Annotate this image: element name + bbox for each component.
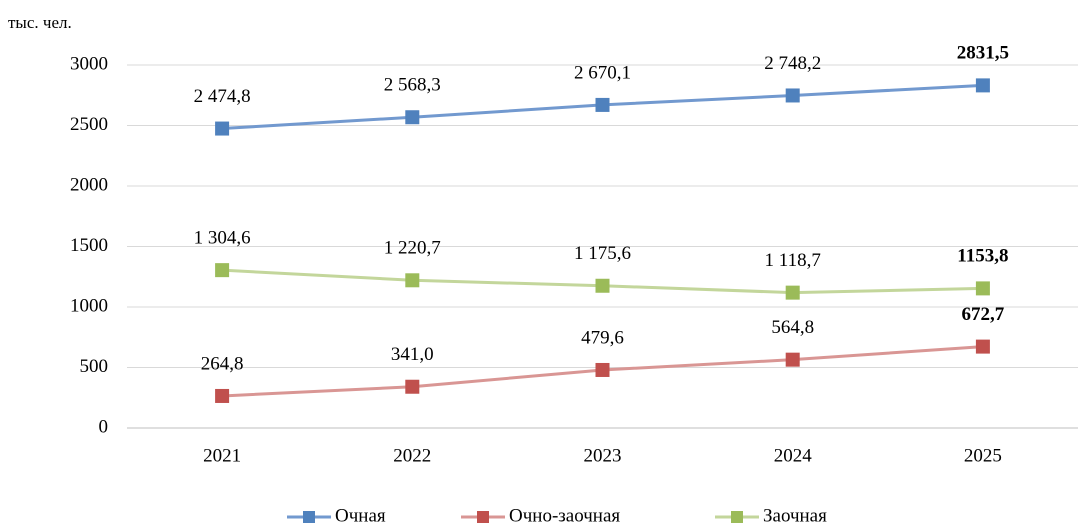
point-marker	[215, 263, 230, 278]
data-label: 264,8	[201, 353, 244, 374]
legend-marker	[477, 511, 489, 523]
legend-marker	[303, 511, 315, 523]
x-tick-label: 2021	[203, 445, 241, 466]
point-marker	[595, 278, 610, 293]
x-tick-label: 2022	[393, 445, 431, 466]
data-label: 1 175,6	[574, 243, 631, 264]
legend-label: Очно-заочная	[509, 505, 620, 526]
legend-label: Заочная	[763, 505, 827, 526]
data-label: 2 670,1	[574, 62, 631, 83]
y-tick-label: 1000	[70, 295, 108, 316]
y-tick-label: 500	[80, 356, 109, 377]
y-tick-label: 3000	[70, 53, 108, 74]
point-marker	[975, 339, 990, 354]
data-label: 1 118,7	[765, 250, 821, 271]
data-label: 1 220,7	[384, 238, 441, 259]
point-marker	[975, 281, 990, 296]
x-tick-label: 2025	[964, 445, 1002, 466]
data-label: 564,8	[771, 317, 814, 338]
point-marker	[405, 110, 420, 125]
x-tick-label: 2024	[774, 445, 813, 466]
point-marker	[785, 285, 800, 300]
data-label: 2831,5	[957, 43, 1009, 64]
data-label: 2 474,8	[194, 86, 251, 107]
data-label: 479,6	[581, 327, 624, 348]
data-label: 1153,8	[957, 246, 1008, 267]
point-marker	[215, 388, 230, 403]
point-marker	[405, 379, 420, 394]
point-marker	[595, 362, 610, 377]
y-tick-label: 0	[99, 416, 109, 437]
data-label: 1 304,6	[194, 228, 251, 249]
data-label: 672,7	[962, 304, 1005, 325]
y-axis-label: тыс. чел.	[8, 13, 72, 32]
data-label: 341,0	[391, 344, 434, 365]
point-marker	[785, 88, 800, 103]
point-marker	[215, 121, 230, 136]
y-tick-label: 1500	[70, 235, 108, 256]
point-marker	[595, 97, 610, 112]
point-marker	[785, 352, 800, 367]
point-marker	[975, 78, 990, 93]
x-tick-label: 2023	[584, 445, 622, 466]
y-tick-label: 2000	[70, 174, 108, 195]
data-label: 2 568,3	[384, 75, 441, 96]
data-label: 2 748,2	[764, 53, 821, 74]
legend-label: Очная	[335, 505, 386, 526]
legend-marker	[731, 511, 743, 523]
y-tick-label: 2500	[70, 114, 108, 135]
point-marker	[405, 273, 420, 288]
